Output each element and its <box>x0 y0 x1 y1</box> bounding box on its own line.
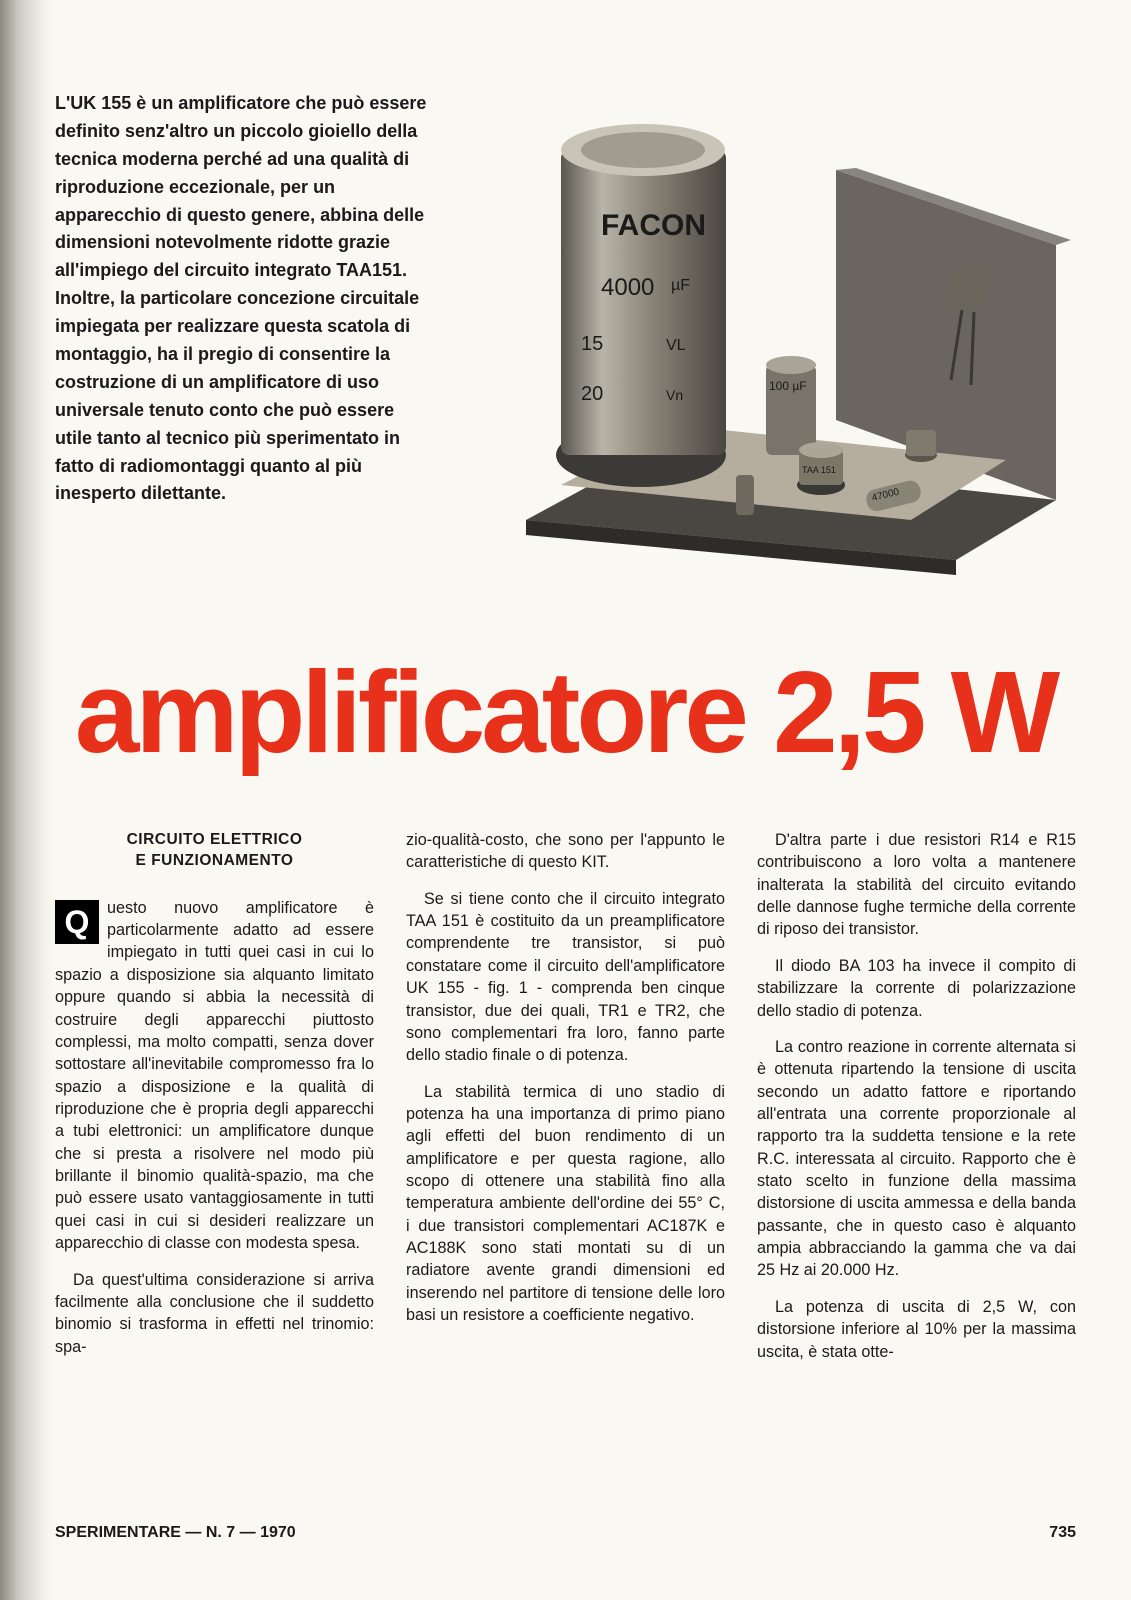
cap-vl-unit: VL <box>666 337 686 354</box>
col1-p1: Q uesto nuovo amplificatore è particolar… <box>55 897 374 1255</box>
section-title-line2: E FUNZIONAMENTO <box>136 852 294 869</box>
small-cap-label: 100 µF <box>769 379 807 393</box>
footer-page-number: 735 <box>1049 1524 1076 1542</box>
component-3b <box>906 430 936 456</box>
small-cap-top <box>766 356 816 374</box>
col2-p3: La stabilità termica di uno stadio di po… <box>406 1081 725 1327</box>
page-footer: SPERIMENTARE — N. 7 — 1970 735 <box>55 1524 1076 1542</box>
article-headline: amplificatore 2,5 W <box>55 645 1076 779</box>
magazine-page: L'UK 155 è un amplificatore che può esse… <box>0 0 1131 1600</box>
cap-value: 4000 <box>601 274 654 301</box>
col2-p2: Se si tiene conto che il circuito integr… <box>406 888 725 1067</box>
col2-p1: zio-qualità-costo, che sono per l'appunt… <box>406 829 725 874</box>
cap-vn-unit: Vn <box>666 387 683 403</box>
cap-brand: FACON <box>601 209 706 242</box>
section-title: CIRCUITO ELETTRICO E FUNZIONAMENTO <box>55 829 374 872</box>
ic-top <box>799 442 843 458</box>
cap-unit: µF <box>671 277 690 294</box>
dropcap: Q <box>55 900 99 944</box>
capacitor-body <box>561 150 726 455</box>
pcb-illustration: FACON 4000 µF 15 VL 20 Vn 100 µF TAA 151 <box>465 90 1076 610</box>
pcb-svg: FACON 4000 µF 15 VL 20 Vn 100 µF TAA 151 <box>466 90 1076 600</box>
col3-p4: La potenza di uscita di 2,5 W, con disto… <box>757 1296 1076 1363</box>
cap-vl: 15 <box>581 333 603 355</box>
col1-p2: Da quest'ultima considerazione si arriva… <box>55 1269 374 1358</box>
body-columns: CIRCUITO ELETTRICO E FUNZIONAMENTO Q ues… <box>55 829 1076 1377</box>
column-3: D'altra parte i due resistori R14 e R15 … <box>757 829 1076 1377</box>
binding-shadow <box>0 0 45 1600</box>
column-2: zio-qualità-costo, che sono per l'appunt… <box>406 829 725 1377</box>
component-2 <box>736 475 754 515</box>
intro-paragraph: L'UK 155 è un amplificatore che può esse… <box>55 90 435 508</box>
capacitor-top-inner <box>581 132 705 168</box>
col1-p1-text: uesto nuovo amplificatore è particolarme… <box>55 899 374 1252</box>
section-title-line1: CIRCUITO ELETTRICO <box>127 831 303 848</box>
footer-left: SPERIMENTARE — N. 7 — 1970 <box>55 1524 296 1542</box>
col3-p2: Il diodo BA 103 ha invece il compito di … <box>757 955 1076 1022</box>
ic-label: TAA 151 <box>802 465 836 475</box>
intro-column: L'UK 155 è un amplificatore che può esse… <box>55 90 435 610</box>
top-section: L'UK 155 è un amplificatore che può esse… <box>55 90 1076 610</box>
col3-p3: La contro reazione in corrente alternata… <box>757 1036 1076 1282</box>
cap-vn: 20 <box>581 383 603 405</box>
col3-p1: D'altra parte i due resistori R14 e R15 … <box>757 829 1076 941</box>
column-1: CIRCUITO ELETTRICO E FUNZIONAMENTO Q ues… <box>55 829 374 1377</box>
